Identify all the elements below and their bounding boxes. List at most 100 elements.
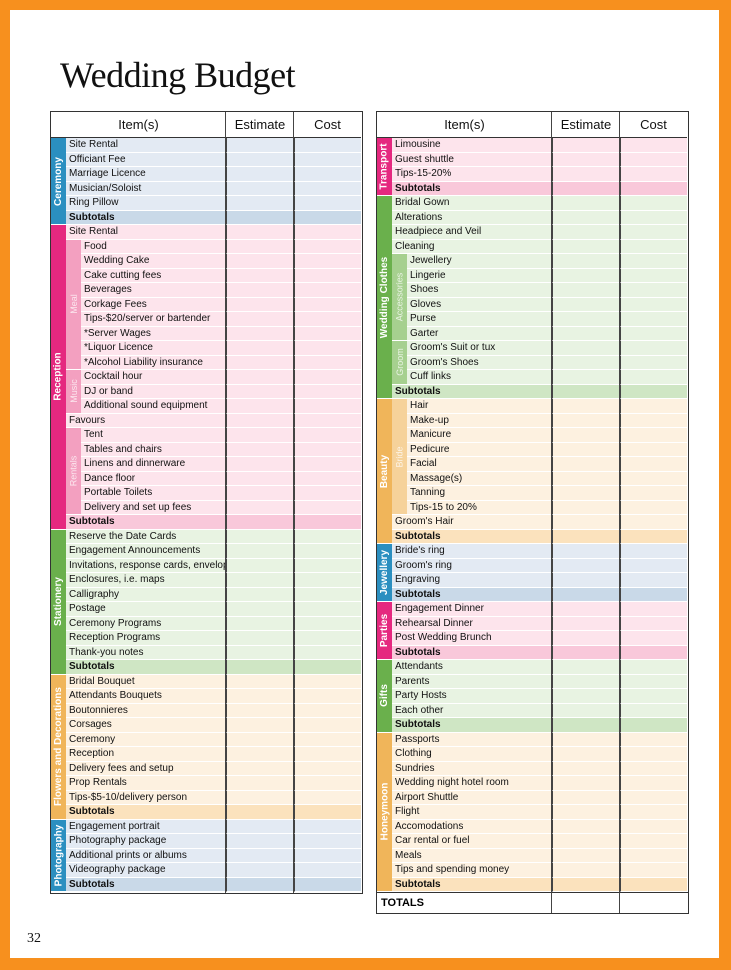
estimate-cell[interactable] [552, 805, 620, 820]
estimate-cell[interactable] [552, 558, 620, 573]
estimate-cell[interactable] [552, 529, 620, 544]
estimate-cell[interactable] [552, 399, 620, 414]
cost-cell[interactable] [620, 790, 687, 805]
estimate-cell[interactable] [226, 747, 294, 762]
estimate-cell[interactable] [226, 674, 294, 689]
cost-cell[interactable] [294, 645, 361, 660]
estimate-cell[interactable] [552, 660, 620, 675]
estimate-cell[interactable] [552, 138, 620, 153]
estimate-cell[interactable] [226, 732, 294, 747]
estimate-cell[interactable] [226, 283, 294, 298]
estimate-cell[interactable] [226, 297, 294, 312]
cost-cell[interactable] [294, 152, 361, 167]
cost-cell[interactable] [294, 442, 361, 457]
estimate-cell[interactable] [552, 167, 620, 182]
cost-cell[interactable] [294, 587, 361, 602]
cost-cell[interactable] [294, 254, 361, 269]
estimate-cell[interactable] [552, 863, 620, 878]
cost-cell[interactable] [294, 196, 361, 211]
estimate-cell[interactable] [226, 384, 294, 399]
cost-cell[interactable] [294, 167, 361, 182]
cost-cell[interactable] [620, 515, 687, 530]
cost-cell[interactable] [294, 210, 361, 225]
cost-cell[interactable] [620, 268, 687, 283]
cost-cell[interactable] [620, 297, 687, 312]
cost-cell[interactable] [294, 616, 361, 631]
estimate-cell[interactable] [226, 558, 294, 573]
estimate-cell[interactable] [552, 254, 620, 269]
cost-cell[interactable] [294, 834, 361, 849]
estimate-cell[interactable] [552, 761, 620, 776]
estimate-cell[interactable] [552, 500, 620, 515]
cost-cell[interactable] [620, 558, 687, 573]
estimate-cell[interactable] [226, 181, 294, 196]
cost-cell[interactable] [620, 312, 687, 327]
estimate-cell[interactable] [226, 152, 294, 167]
cost-cell[interactable] [294, 399, 361, 414]
cost-cell[interactable] [620, 877, 687, 892]
cost-cell[interactable] [620, 500, 687, 515]
estimate-cell[interactable] [552, 877, 620, 892]
estimate-cell[interactable] [552, 196, 620, 211]
estimate-cell[interactable] [552, 355, 620, 370]
cost-cell[interactable] [294, 428, 361, 443]
cost-cell[interactable] [294, 631, 361, 646]
estimate-cell[interactable] [552, 689, 620, 704]
cost-cell[interactable] [294, 268, 361, 283]
estimate-cell[interactable] [552, 645, 620, 660]
cost-cell[interactable] [620, 674, 687, 689]
estimate-cell[interactable] [552, 341, 620, 356]
estimate-cell[interactable] [226, 819, 294, 834]
cost-cell[interactable] [294, 790, 361, 805]
cost-cell[interactable] [620, 413, 687, 428]
estimate-cell[interactable] [226, 645, 294, 660]
estimate-cell[interactable] [226, 573, 294, 588]
estimate-cell[interactable] [552, 239, 620, 254]
estimate-cell[interactable] [552, 602, 620, 617]
cost-cell[interactable] [620, 326, 687, 341]
estimate-cell[interactable] [226, 210, 294, 225]
estimate-cell[interactable] [552, 471, 620, 486]
cost-cell[interactable] [294, 471, 361, 486]
estimate-cell[interactable] [226, 239, 294, 254]
estimate-cell[interactable] [552, 834, 620, 849]
cost-cell[interactable] [294, 819, 361, 834]
estimate-cell[interactable] [226, 689, 294, 704]
cost-cell[interactable] [294, 863, 361, 878]
cost-cell[interactable] [620, 152, 687, 167]
estimate-cell[interactable] [552, 819, 620, 834]
estimate-cell[interactable] [226, 877, 294, 892]
estimate-cell[interactable] [226, 616, 294, 631]
estimate-cell[interactable] [552, 587, 620, 602]
cost-cell[interactable] [620, 471, 687, 486]
cost-cell[interactable] [620, 210, 687, 225]
estimate-cell[interactable] [226, 399, 294, 414]
cost-cell[interactable] [620, 631, 687, 646]
cost-cell[interactable] [294, 718, 361, 733]
estimate-cell[interactable] [226, 355, 294, 370]
estimate-cell[interactable] [226, 413, 294, 428]
estimate-cell[interactable] [552, 457, 620, 472]
cost-cell[interactable] [620, 384, 687, 399]
cost-cell[interactable] [620, 616, 687, 631]
estimate-cell[interactable] [552, 776, 620, 791]
estimate-cell[interactable] [226, 805, 294, 820]
cost-cell[interactable] [620, 689, 687, 704]
cost-cell[interactable] [620, 660, 687, 675]
estimate-cell[interactable] [552, 152, 620, 167]
estimate-cell[interactable] [226, 457, 294, 472]
estimate-cell[interactable] [226, 863, 294, 878]
estimate-cell[interactable] [552, 370, 620, 385]
cost-cell[interactable] [294, 544, 361, 559]
estimate-cell[interactable] [552, 544, 620, 559]
cost-cell[interactable] [620, 529, 687, 544]
estimate-cell[interactable] [552, 573, 620, 588]
estimate-cell[interactable] [552, 718, 620, 733]
cost-cell[interactable] [620, 819, 687, 834]
estimate-cell[interactable] [552, 674, 620, 689]
estimate-cell[interactable] [552, 181, 620, 196]
estimate-cell[interactable] [226, 515, 294, 530]
estimate-cell[interactable] [226, 341, 294, 356]
cost-cell[interactable] [294, 515, 361, 530]
cost-cell[interactable] [620, 544, 687, 559]
